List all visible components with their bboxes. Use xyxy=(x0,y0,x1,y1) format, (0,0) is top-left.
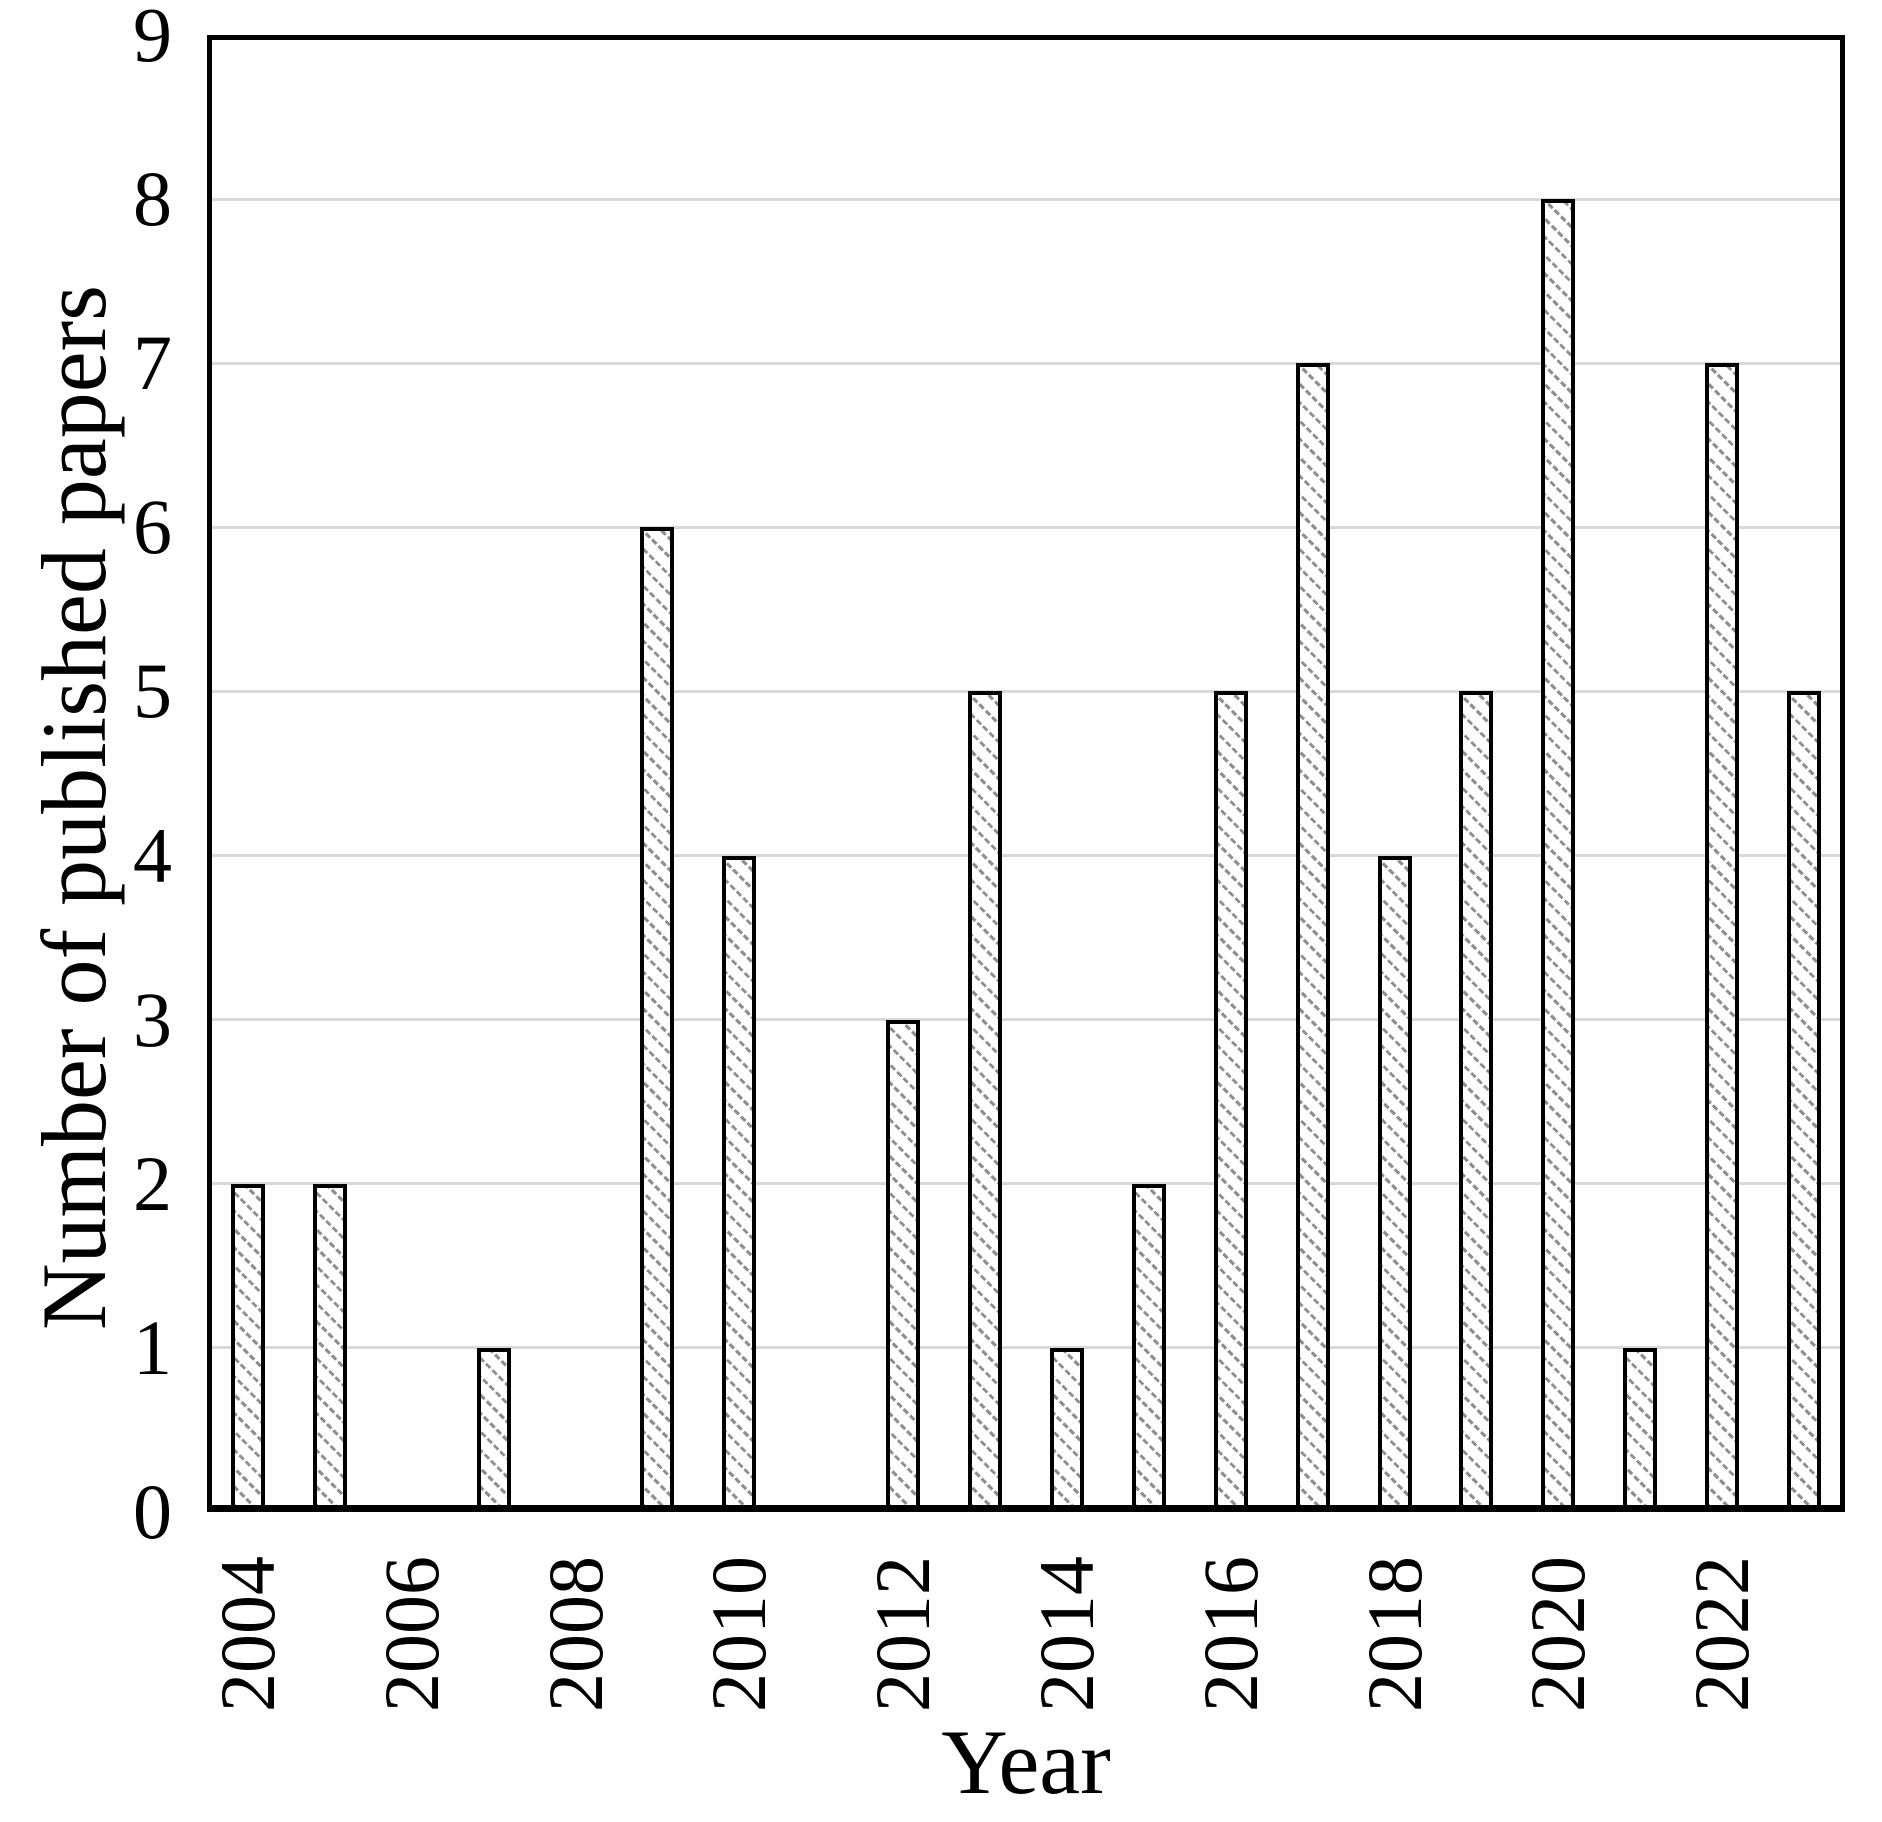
y-tick-label-7: 7 xyxy=(133,319,172,407)
bar-2005 xyxy=(312,1183,347,1512)
gridline xyxy=(207,854,1845,858)
y-tick-label-5: 5 xyxy=(133,647,172,735)
y-tick-label-9: 9 xyxy=(133,0,172,78)
bar-2021 xyxy=(1623,1347,1658,1512)
gridline xyxy=(207,525,1845,529)
y-tick-label-1: 1 xyxy=(133,1303,172,1391)
plot-area xyxy=(207,35,1845,1512)
gridline xyxy=(207,1346,1845,1350)
x-tick-label-2014: 2014 xyxy=(1022,1556,1110,1712)
bar-2022 xyxy=(1705,363,1740,1512)
x-tick-label-2004: 2004 xyxy=(203,1556,291,1712)
gridline xyxy=(207,361,1845,365)
plot-border xyxy=(207,35,1845,1512)
x-tick-label-2012: 2012 xyxy=(859,1556,947,1712)
x-tick-label-2016: 2016 xyxy=(1186,1556,1274,1712)
y-tick-label-4: 4 xyxy=(133,811,172,899)
x-tick-label-2008: 2008 xyxy=(531,1556,619,1712)
x-tick-label-2022: 2022 xyxy=(1678,1556,1766,1712)
y-tick-label-2: 2 xyxy=(133,1139,172,1227)
bar-2012 xyxy=(886,1019,921,1512)
x-tick-label-2018: 2018 xyxy=(1350,1556,1438,1712)
bar-2023 xyxy=(1787,691,1822,1512)
gridline xyxy=(207,197,1845,201)
y-tick-label-0: 0 xyxy=(133,1468,172,1555)
bar-2007 xyxy=(476,1347,511,1512)
bar-2016 xyxy=(1213,691,1248,1512)
x-tick-label-2006: 2006 xyxy=(367,1556,455,1712)
bar-2014 xyxy=(1049,1347,1084,1512)
y-tick-label-6: 6 xyxy=(133,483,172,571)
x-tick-label-2010: 2010 xyxy=(695,1556,783,1712)
bar-2017 xyxy=(1295,363,1330,1512)
y-tick-label-8: 8 xyxy=(133,155,172,243)
bar-2018 xyxy=(1377,855,1412,1512)
gridline xyxy=(207,1018,1845,1022)
bar-2015 xyxy=(1131,1183,1166,1512)
gridline xyxy=(207,689,1845,693)
bar-2020 xyxy=(1541,199,1576,1512)
y-tick-label-3: 3 xyxy=(133,975,172,1063)
bar-2004 xyxy=(230,1183,265,1512)
gridline xyxy=(207,1182,1845,1186)
x-tick-label-2020: 2020 xyxy=(1514,1556,1602,1712)
bar-2013 xyxy=(968,691,1003,1512)
bar-2009 xyxy=(640,527,675,1512)
bar-2019 xyxy=(1459,691,1494,1512)
x-axis-title: Year xyxy=(941,1711,1111,1813)
bar-2010 xyxy=(722,855,757,1512)
